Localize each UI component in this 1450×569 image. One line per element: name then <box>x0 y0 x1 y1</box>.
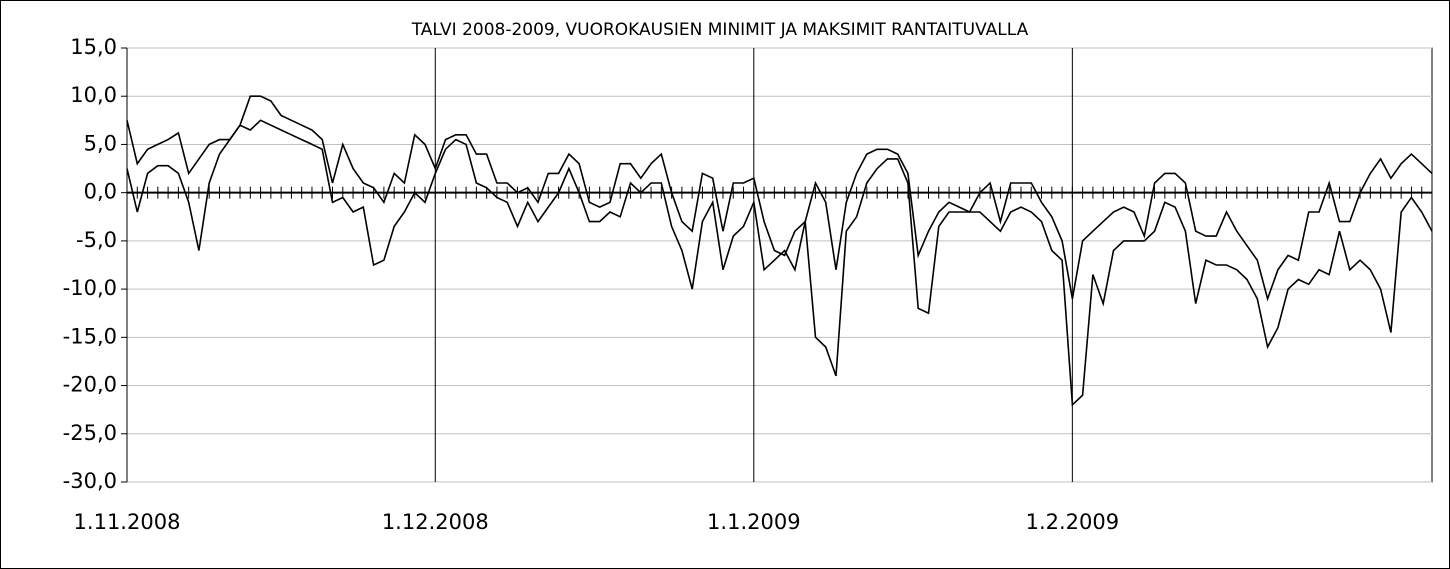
series-line <box>126 95 1433 302</box>
y-tick-label: 10,0 <box>70 83 117 107</box>
x-tick-label: 1.1.2009 <box>707 510 801 534</box>
y-tick-label: 0,0 <box>84 180 117 204</box>
y-tick-label: -30,0 <box>63 469 117 493</box>
y-tick-label: -5,0 <box>76 228 117 252</box>
plot-area <box>126 47 1433 483</box>
y-tick-label: 15,0 <box>70 35 117 59</box>
y-tick-label: -10,0 <box>63 276 117 300</box>
series-line <box>126 119 1433 407</box>
chart-title: TALVI 2008-2009, VUOROKAUSIEN MINIMIT JA… <box>411 20 1029 40</box>
x-tick-label: 1.2.2009 <box>1026 510 1120 534</box>
y-tick-label: -20,0 <box>63 373 117 397</box>
x-tick-label: 1.12.2008 <box>382 510 489 534</box>
y-tick-label: -25,0 <box>63 421 117 445</box>
x-tick-label: 1.11.2008 <box>74 510 181 534</box>
y-tick-label: 5,0 <box>84 131 117 155</box>
y-tick-label: -15,0 <box>63 324 117 348</box>
